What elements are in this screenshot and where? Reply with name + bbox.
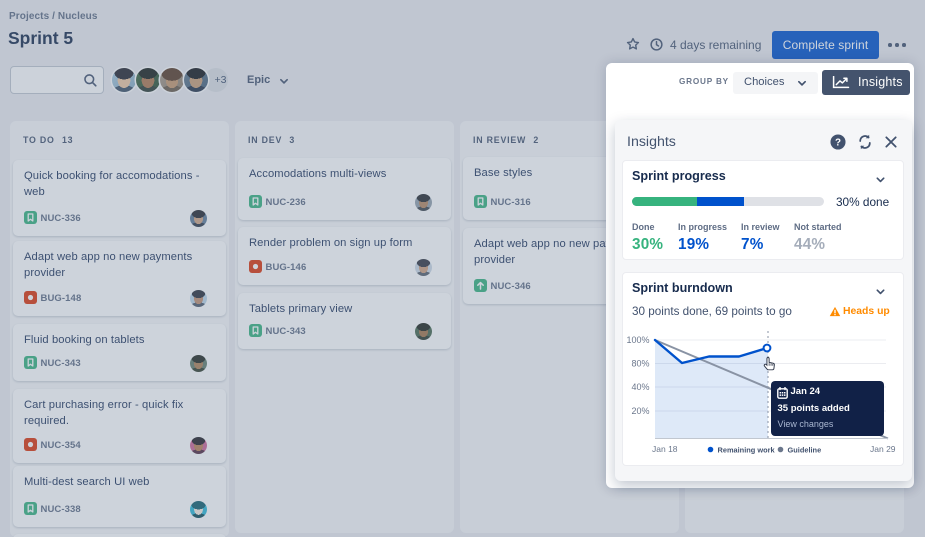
svg-text:40%: 40% [631,382,649,392]
svg-text:Jan 18: Jan 18 [652,444,678,454]
svg-text:Guideline: Guideline [788,446,822,455]
svg-text:20%: 20% [631,406,649,416]
svg-text:Remaining work: Remaining work [718,446,776,455]
svg-text:80%: 80% [631,359,649,369]
svg-text:?: ? [835,137,841,148]
svg-text:Jan 29: Jan 29 [870,444,896,454]
svg-text:100%: 100% [626,335,649,345]
